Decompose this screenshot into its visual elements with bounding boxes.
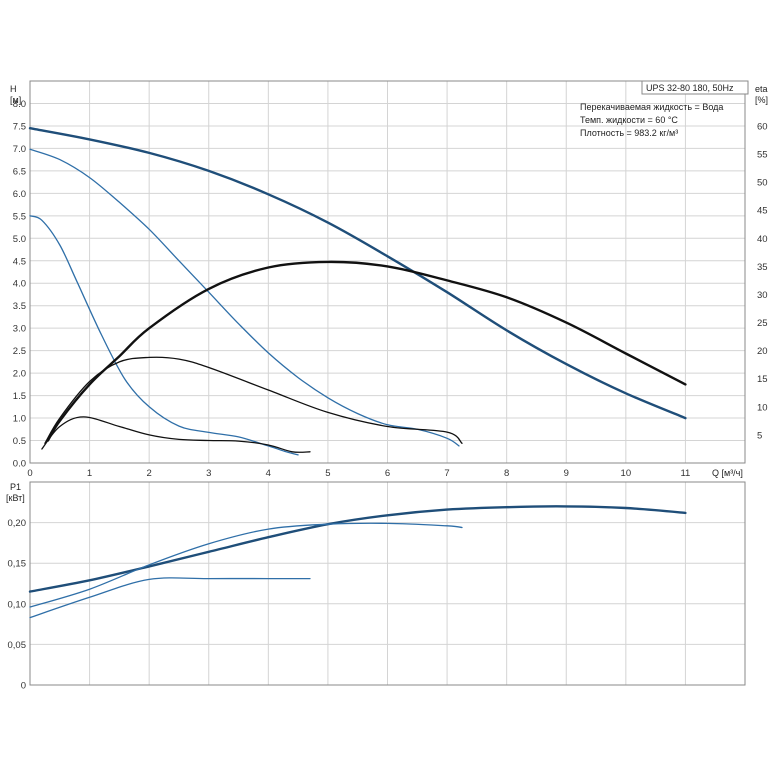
power-tick-label: 0,10 bbox=[8, 599, 27, 610]
power-tick-label: 0,15 bbox=[8, 559, 27, 570]
eta-tick-label: 40 bbox=[757, 234, 768, 245]
power-plot-frame bbox=[29, 481, 746, 686]
power-axis-symbol: P1 bbox=[10, 482, 21, 492]
head-tick-label: 6.0 bbox=[13, 189, 26, 200]
head-tick-label: 3.5 bbox=[13, 301, 26, 312]
eta-tick-label: 10 bbox=[757, 402, 768, 413]
flow-tick-label: 7 bbox=[444, 468, 449, 479]
head-tick-label: 7.5 bbox=[13, 121, 26, 132]
eta-tick-label: 15 bbox=[757, 374, 768, 385]
power-curve-2 bbox=[29, 577, 311, 619]
eta-tick-label: 25 bbox=[757, 318, 768, 329]
head-tick-label: 6.5 bbox=[13, 166, 26, 177]
head-tick-label: 0.5 bbox=[13, 436, 26, 447]
head-tick-label: 4.5 bbox=[13, 256, 26, 267]
head-tick-label: 7.0 bbox=[13, 144, 26, 155]
efficiency-curve-3 bbox=[46, 260, 687, 442]
head-tick-label: 5.0 bbox=[13, 234, 26, 245]
flow-tick-label: 2 bbox=[147, 468, 152, 479]
head-efficiency-panel: 0 1 2 3 4 5 6 7 8 9 10 110.00.51.01.52.02.53.03.54.… bbox=[10, 80, 768, 479]
flow-tick-label: 5 bbox=[325, 468, 330, 479]
head-grid bbox=[30, 81, 745, 463]
power-grid bbox=[30, 482, 745, 685]
density-note: Плотность = 983.2 кг/м³ bbox=[580, 128, 678, 138]
power-tick-label: 0 bbox=[21, 681, 26, 692]
efficiency-curve-4 bbox=[44, 356, 463, 444]
head-curve-1 bbox=[29, 148, 460, 447]
head-tick-label: 1.5 bbox=[13, 391, 26, 402]
eta-axis-symbol: eta bbox=[755, 84, 768, 94]
fluid-note: Перекачиваемая жидкость = Вода bbox=[580, 102, 723, 112]
eta-tick-label: 20 bbox=[757, 346, 768, 357]
head-tick-label: 1.0 bbox=[13, 414, 26, 425]
power-axis-unit: [кВт] bbox=[6, 493, 25, 503]
flow-tick-label: 10 bbox=[621, 468, 632, 479]
power-tick-label: 0,05 bbox=[8, 640, 27, 651]
flow-tick-label: 3 bbox=[206, 468, 211, 479]
model-title-box bbox=[641, 80, 749, 95]
eta-tick-label: 45 bbox=[757, 206, 768, 217]
flow-tick-label: 1 bbox=[87, 468, 92, 479]
power-curves bbox=[28, 505, 687, 619]
eta-tick-label: 35 bbox=[757, 262, 768, 273]
efficiency-curve-5 bbox=[41, 416, 311, 453]
head-axis-symbol: H bbox=[10, 84, 17, 94]
eta-tick-label: 60 bbox=[757, 121, 768, 132]
head-tick-label: 3.0 bbox=[13, 324, 26, 335]
head-tick-label: 5.5 bbox=[13, 211, 26, 222]
head-plot-frame bbox=[29, 80, 746, 464]
power-curve-0 bbox=[28, 505, 687, 593]
head-axis-unit: [м] bbox=[10, 95, 21, 105]
flow-axis-label: Q [м³/ч] bbox=[712, 468, 743, 478]
flow-tick-label: 6 bbox=[385, 468, 390, 479]
eta-tick-label: 50 bbox=[757, 178, 768, 189]
temperature-note: Темп. жидкости = 60 °C bbox=[580, 115, 678, 125]
head-tick-label: 0.0 bbox=[13, 459, 26, 470]
flow-tick-label: 8 bbox=[504, 468, 509, 479]
power-panel: 0 0,05 0,10 0,15 0,20 P1 [кВт] bbox=[6, 481, 746, 692]
eta-tick-label: 30 bbox=[757, 290, 768, 301]
model-title: UPS 32-80 180, 50Hz bbox=[646, 83, 734, 93]
power-axis-ticks: 0 0,05 0,10 0,15 0,20 bbox=[8, 518, 27, 691]
eta-tick-label: 5 bbox=[757, 430, 762, 441]
flow-tick-label: 11 bbox=[680, 468, 690, 479]
flow-tick-label: 4 bbox=[266, 468, 271, 479]
head-tick-label: 2.0 bbox=[13, 369, 26, 380]
head-curve-2 bbox=[29, 215, 299, 456]
head-tick-label: 8.0 bbox=[13, 99, 26, 110]
head-axis-ticks: 0 1 2 3 4 5 6 7 8 9 10 110.00.51.01.52.02.53.03.54.… bbox=[13, 99, 768, 479]
head-tick-label: 4.0 bbox=[13, 279, 26, 290]
head-tick-label: 2.5 bbox=[13, 346, 26, 357]
eta-axis-unit: [%] bbox=[755, 95, 768, 105]
eta-tick-label: 55 bbox=[757, 150, 768, 161]
power-tick-label: 0,20 bbox=[8, 518, 27, 529]
head-curve-0 bbox=[28, 126, 687, 420]
flow-tick-label: 9 bbox=[564, 468, 569, 479]
head-efficiency-curves bbox=[28, 126, 687, 456]
flow-tick-label: 0 bbox=[27, 468, 32, 479]
power-curve-1 bbox=[29, 522, 463, 608]
